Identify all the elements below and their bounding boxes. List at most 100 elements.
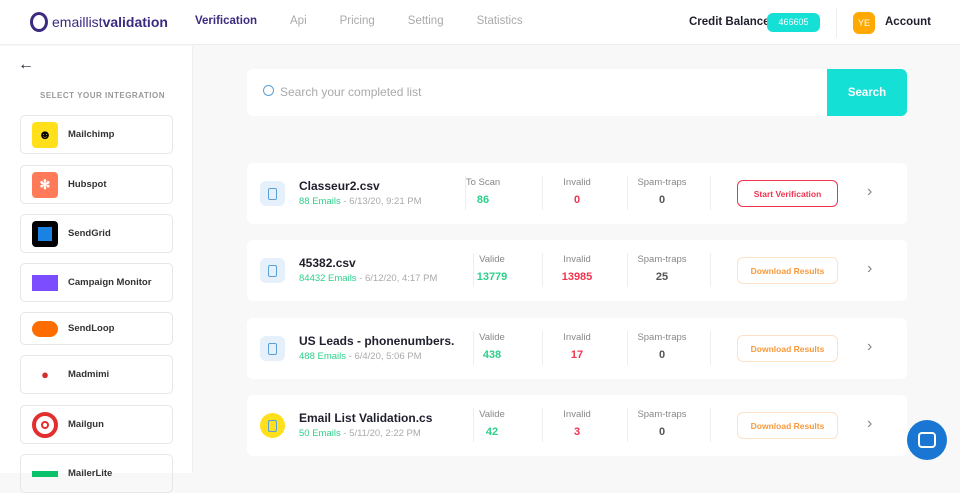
download-results-button[interactable]: Download Results (737, 257, 838, 284)
stat-value: 13985 (561, 271, 593, 283)
email-count: 84432 Emails (299, 273, 357, 284)
stat-label: Valide (479, 254, 505, 265)
stat-label: Invalid (563, 177, 591, 188)
integration-hubspot[interactable]: ✻ Hubspot (20, 165, 173, 204)
divider (627, 408, 628, 442)
download-results-button[interactable]: Download Results (737, 412, 838, 439)
integration-campaign-monitor[interactable]: Campaign Monitor (20, 263, 173, 302)
divider (627, 331, 628, 365)
chevron-right-icon[interactable]: › (867, 260, 873, 277)
sidebar-heading: SELECT YOUR INTEGRATION (40, 91, 165, 100)
avatar[interactable]: YE (853, 12, 875, 34)
stat-value: 0 (573, 194, 581, 206)
email-count: 488 Emails (299, 351, 346, 362)
nav-statistics[interactable]: Statistics (476, 15, 523, 27)
integration-label: SendLoop (68, 323, 115, 334)
divider (627, 253, 628, 287)
stat-label: Invalid (563, 254, 591, 265)
divider (710, 331, 711, 365)
search-input[interactable] (280, 82, 780, 102)
divider (473, 331, 474, 365)
stat-invalid: Invalid 3 (547, 409, 607, 438)
list-meta: 488 Emails - 6/4/20, 5:06 PM (299, 351, 422, 362)
integration-sendloop[interactable]: SendLoop (20, 312, 173, 345)
integration-label: Mailchimp (68, 129, 115, 140)
stat-primary: Valide 438 (462, 332, 522, 361)
stat-label: Spam-traps (637, 409, 687, 420)
integration-label: SendGrid (68, 228, 111, 239)
integration-mailchimp[interactable]: ☻ Mailchimp (20, 115, 173, 154)
integration-label: Mailgun (68, 419, 104, 430)
stat-value: 13779 (476, 271, 508, 283)
integration-mailerlite[interactable]: MailerLite (20, 454, 173, 493)
list-name: US Leads - phonenumbers. (299, 334, 455, 348)
divider (627, 176, 628, 210)
list-date: - 6/4/20, 5:06 PM (346, 351, 422, 362)
nav-pricing[interactable]: Pricing (339, 15, 375, 27)
stat-label: To Scan (465, 177, 501, 188)
stat-spam-traps: Spam-traps 0 (622, 332, 702, 361)
sendloop-icon (32, 320, 58, 337)
list-date: - 6/13/20, 9:21 PM (340, 196, 422, 207)
main-nav: Verification Api Pricing Setting Statist… (195, 15, 523, 27)
integration-sendgrid[interactable]: SendGrid (20, 214, 173, 253)
list-card[interactable]: Classeur2.csv 88 Emails - 6/13/20, 9:21 … (247, 163, 907, 224)
stat-value: 3 (573, 426, 581, 438)
mailchimp-icon: ☻ (32, 121, 58, 148)
stat-label: Spam-traps (637, 332, 687, 343)
account-menu[interactable]: Account (885, 16, 931, 28)
stat-value: 0 (658, 426, 666, 438)
chevron-right-icon[interactable]: › (867, 338, 873, 355)
start-verification-button[interactable]: Start Verification (737, 180, 838, 207)
list-card[interactable]: Email List Validation.cs 50 Emails - 5/1… (247, 395, 907, 456)
stat-value: 25 (655, 271, 669, 283)
nav-setting[interactable]: Setting (407, 15, 444, 27)
chat-support-button[interactable] (907, 420, 947, 460)
divider (473, 253, 474, 287)
list-card[interactable]: US Leads - phonenumbers. 488 Emails - 6/… (247, 318, 907, 379)
divider (542, 408, 543, 442)
divider (710, 253, 711, 287)
stat-label: Spam-traps (637, 254, 687, 265)
list-meta: 88 Emails - 6/13/20, 9:21 PM (299, 196, 422, 207)
list-card[interactable]: 45382.csv 84432 Emails - 6/12/20, 4:17 P… (247, 240, 907, 301)
nav-verification[interactable]: Verification (195, 15, 257, 27)
mailchimp-icon (260, 413, 285, 438)
stat-primary: Valide 42 (462, 409, 522, 438)
integration-mailgun[interactable]: Mailgun (20, 405, 173, 444)
back-arrow-icon[interactable]: ← (18, 56, 34, 73)
divider (473, 408, 474, 442)
list-date: - 6/12/20, 4:17 PM (356, 273, 438, 284)
logo[interactable]: emaillist validation (30, 12, 168, 32)
top-header: emaillist validation Verification Api Pri… (0, 0, 960, 45)
chevron-right-icon[interactable]: › (867, 415, 873, 432)
file-icon (260, 181, 285, 206)
hubspot-icon: ✻ (32, 171, 58, 198)
email-count: 50 Emails (299, 428, 341, 439)
list-name: Email List Validation.cs (299, 411, 433, 425)
search-button[interactable]: Search (827, 69, 907, 116)
stat-invalid: Invalid 13985 (547, 254, 607, 283)
divider (542, 331, 543, 365)
stat-primary: Valide 13779 (462, 254, 522, 283)
chevron-right-icon[interactable]: › (867, 183, 873, 200)
stat-label: Valide (479, 409, 505, 420)
stat-label: Spam-traps (637, 177, 687, 188)
integration-sidebar: ← SELECT YOUR INTEGRATION ☻ Mailchimp ✻ Hu… (0, 46, 193, 493)
credit-balance-badge[interactable]: 466605 (767, 13, 820, 32)
integration-label: Hubspot (68, 179, 107, 190)
list-meta: 50 Emails - 5/11/20, 2:22 PM (299, 428, 421, 439)
divider (465, 176, 466, 210)
stat-label: Valide (479, 332, 505, 343)
list-meta: 84432 Emails - 6/12/20, 4:17 PM (299, 273, 437, 284)
file-icon (260, 336, 285, 361)
mailgun-icon (32, 411, 58, 438)
list-name: 45382.csv (299, 256, 356, 270)
mailerlite-icon (32, 470, 58, 477)
nav-api[interactable]: Api (290, 15, 307, 27)
integration-madmimi[interactable]: ● Madmimi (20, 355, 173, 394)
download-results-button[interactable]: Download Results (737, 335, 838, 362)
sendgrid-icon (32, 220, 58, 247)
divider (542, 176, 543, 210)
stat-invalid: Invalid 0 (547, 177, 607, 206)
